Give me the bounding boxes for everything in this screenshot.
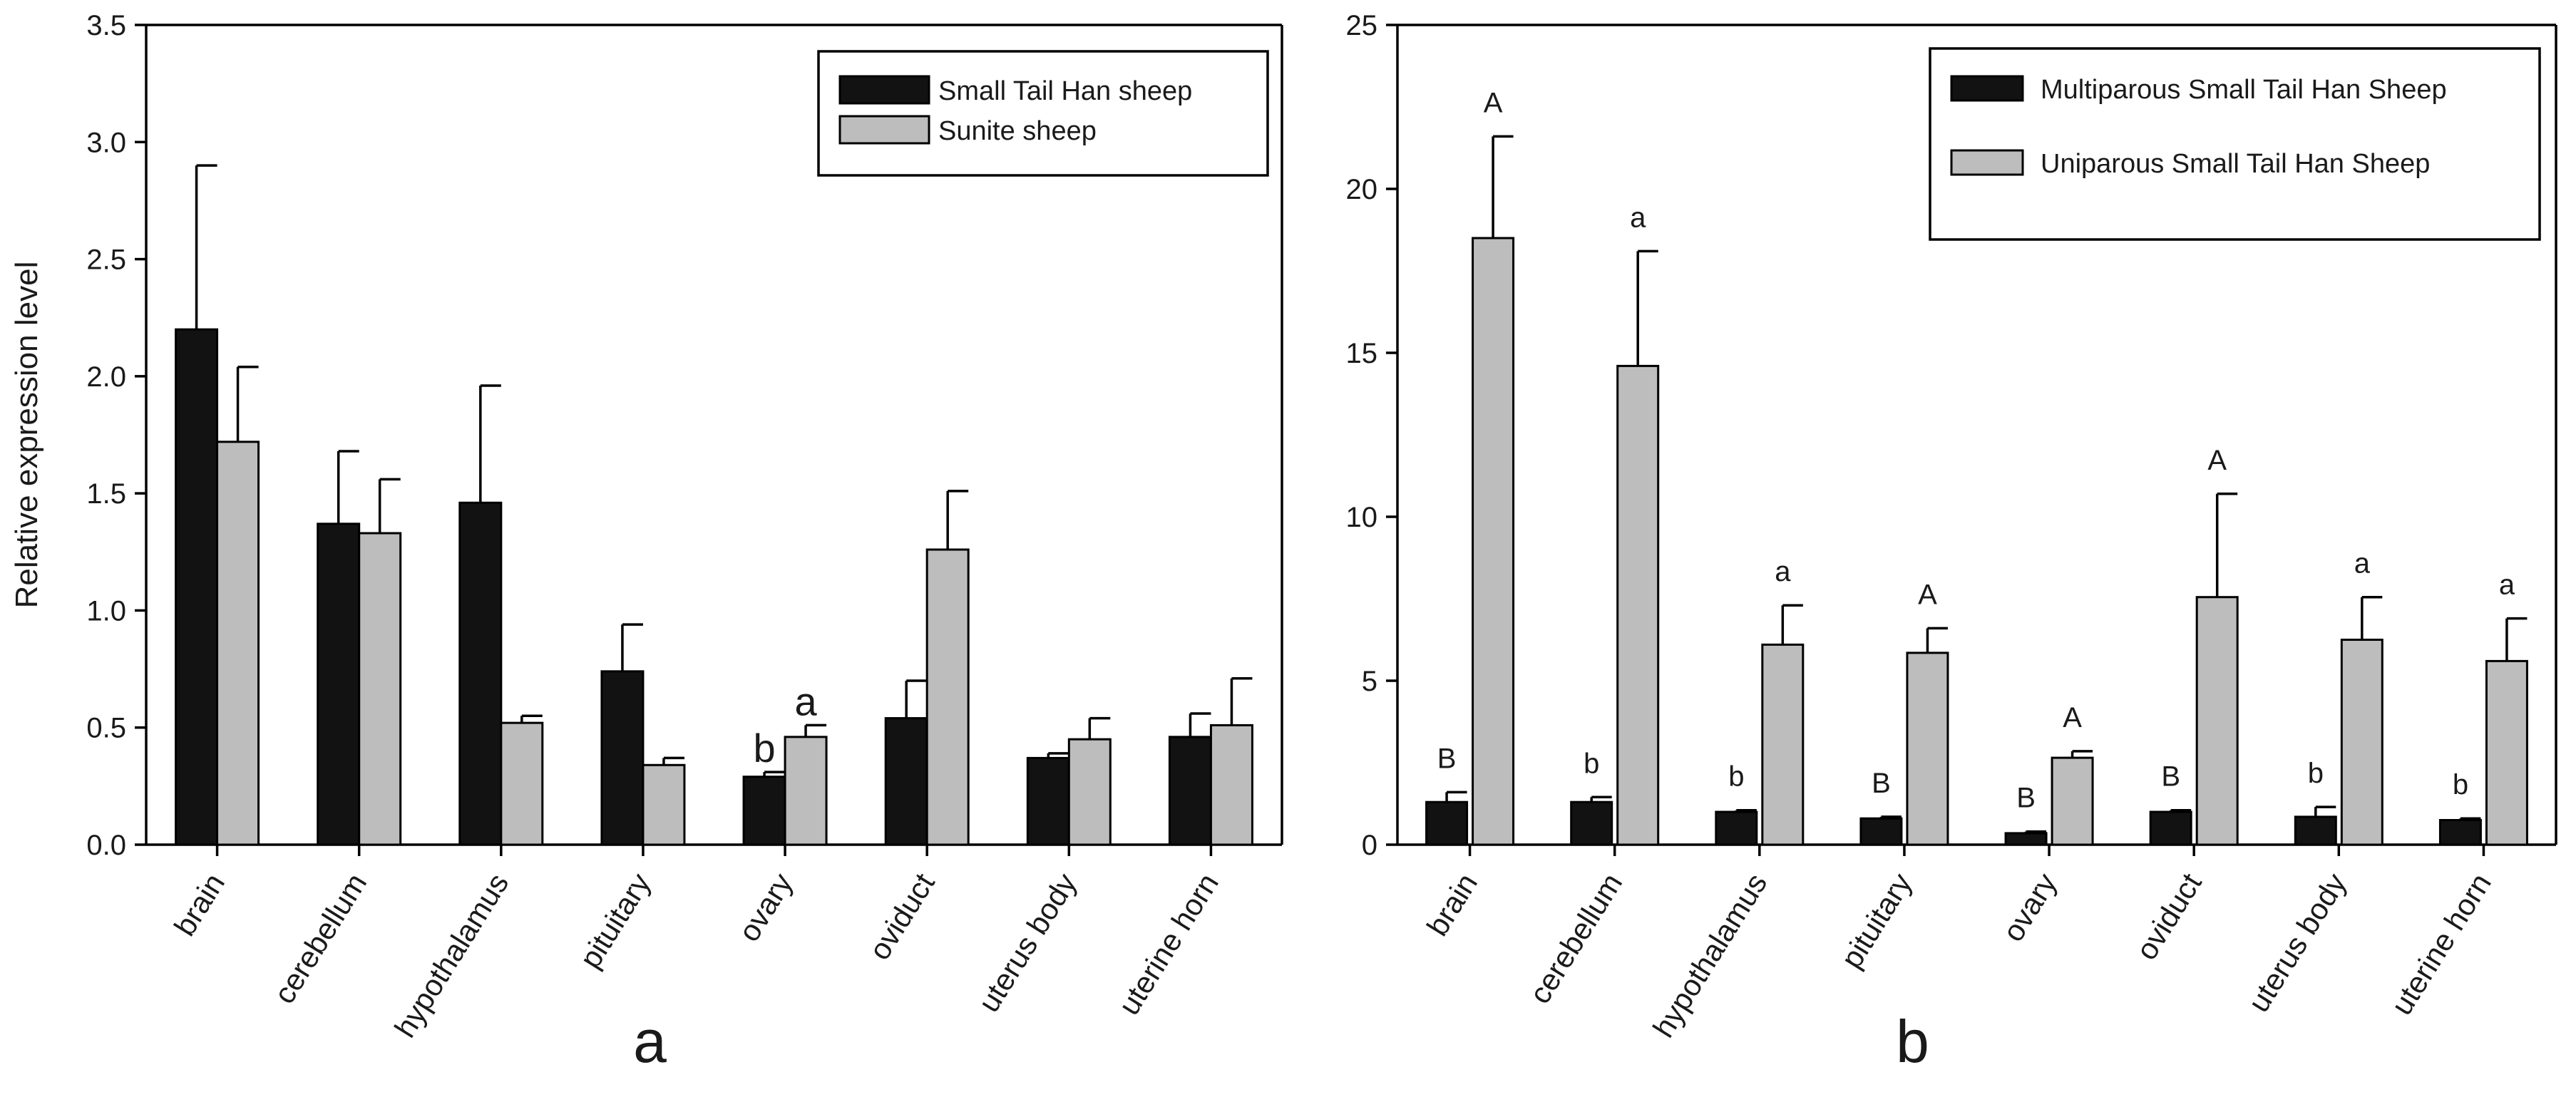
y-tick-label-a-4: 2.0: [86, 361, 126, 393]
legend-swatch-a-s1: [838, 115, 930, 145]
x-tick-label-b-ovary: ovary: [1996, 867, 2063, 947]
bar-b-s0-hypothalamus: [1715, 810, 1758, 846]
x-tick-label-a-brain: brain: [168, 867, 231, 942]
bar-a-s0-uterus-body: [1026, 756, 1070, 846]
bar-a-s1-brain: [216, 441, 260, 846]
legend-label-a-s0: Small Tail Han sheep: [938, 76, 1192, 106]
bar-a-s1-hypothalamus: [500, 721, 544, 846]
significance-label-b-s1-uterus-body: a: [2354, 548, 2371, 580]
y-tick-label-b-2: 10: [1346, 502, 1378, 533]
legend-box-b: [1929, 47, 2541, 241]
y-tick-label-b-4: 20: [1346, 174, 1378, 205]
significance-label-a-s1-ovary: a: [794, 679, 817, 723]
bar-b-s1-uterine-horn: [2485, 659, 2528, 846]
x-tick-label-b-uterine-horn: uterine horn: [2384, 867, 2498, 1021]
legend-label-a-s1: Sunite sheep: [938, 116, 1097, 146]
bar-b-s1-hypothalamus: [1761, 643, 1805, 846]
significance-label-b-s0-oviduct: B: [2161, 761, 2180, 793]
significance-label-a-s0-ovary: b: [753, 726, 775, 771]
x-tick-label-a-cerebellum: cerebellum: [267, 867, 374, 1009]
x-tick-label-a-uterine-horn: uterine horn: [1112, 867, 1225, 1021]
significance-label-b-s0-hypothalamus: b: [1728, 761, 1744, 793]
legend-label-b-s0: Multiparous Small Tail Han Sheep: [2041, 75, 2447, 105]
legend-swatch-b-s1: [1950, 149, 2024, 176]
significance-label-b-s1-pituitary: A: [1918, 579, 1937, 610]
bar-a-s1-uterine-horn: [1209, 723, 1253, 846]
y-tick-label-a-7: 3.5: [86, 10, 126, 41]
bar-b-s0-uterus-body: [2294, 815, 2337, 846]
legend-box-a: [817, 50, 1269, 177]
y-tick-label-a-5: 2.5: [86, 244, 126, 276]
x-tick-label-a-uterus-body: uterus body: [972, 867, 1083, 1018]
bar-a-s1-pituitary: [642, 763, 686, 846]
y-tick-label-a-3: 1.5: [86, 478, 126, 510]
bar-b-s0-cerebellum: [1570, 800, 1613, 846]
bar-b-s0-uterine-horn: [2438, 819, 2482, 846]
bar-b-s0-brain: [1425, 800, 1469, 846]
y-tick-label-a-6: 3.0: [86, 127, 126, 158]
bar-a-s1-cerebellum: [358, 532, 402, 846]
significance-label-b-s0-cerebellum: b: [1584, 748, 1599, 779]
x-tick-label-b-brain: brain: [1420, 867, 1484, 942]
significance-label-b-s0-uterine-horn: b: [2453, 769, 2468, 800]
x-tick-label-a-hypothalamus: hypothalamus: [388, 867, 515, 1044]
bar-a-s0-ovary: [742, 776, 786, 846]
bar-a-s0-oviduct: [884, 717, 928, 846]
significance-label-b-s1-cerebellum: a: [1630, 202, 1646, 233]
bar-b-s0-pituitary: [1859, 817, 1903, 846]
bar-b-s1-cerebellum: [1616, 364, 1660, 846]
significance-label-b-s0-uterus-body: b: [2308, 758, 2324, 789]
bar-a-s0-uterine-horn: [1168, 736, 1212, 846]
bar-a-s0-hypothalamus: [458, 501, 503, 846]
y-tick-label-b-5: 25: [1346, 10, 1378, 41]
bar-b-s1-brain: [1472, 237, 1515, 846]
panel-label-a: a: [633, 1008, 667, 1075]
legend-swatch-b-s0: [1950, 75, 2024, 102]
x-tick-label-b-oviduct: oviduct: [2129, 867, 2208, 966]
bar-a-s1-ovary: [784, 736, 828, 846]
bar-b-s1-ovary: [2051, 756, 2094, 846]
panel-label-b: b: [1896, 1008, 1929, 1075]
legend-swatch-a-s0: [838, 75, 930, 105]
x-tick-label-b-hypothalamus: hypothalamus: [1646, 867, 1773, 1044]
bar-b-s1-oviduct: [2195, 596, 2239, 846]
legend-label-b-s1: Uniparous Small Tail Han Sheep: [2041, 149, 2430, 179]
bar-a-s1-oviduct: [925, 548, 970, 846]
y-tick-label-a-0: 0.0: [86, 830, 126, 861]
y-tick-label-b-0: 0: [1362, 830, 1377, 861]
x-tick-label-b-uterus-body: uterus body: [2242, 867, 2353, 1018]
y-tick-label-b-1: 5: [1362, 666, 1377, 697]
significance-label-b-s0-brain: B: [1437, 743, 1457, 774]
bar-a-s0-pituitary: [600, 670, 645, 846]
significance-label-b-s1-brain: A: [1484, 87, 1503, 118]
significance-label-b-s1-uterine-horn: a: [2499, 570, 2515, 601]
x-tick-label-a-oviduct: oviduct: [862, 867, 941, 966]
x-tick-label-a-pituitary: pituitary: [573, 867, 657, 974]
bar-b-s1-pituitary: [1906, 651, 1949, 846]
x-tick-label-a-ovary: ovary: [732, 867, 799, 947]
x-tick-label-b-pituitary: pituitary: [1834, 867, 1919, 974]
significance-label-b-s1-ovary: A: [2063, 702, 2082, 733]
bar-a-s0-brain: [175, 328, 219, 846]
significance-label-b-s1-oviduct: A: [2207, 445, 2227, 476]
bar-a-s0-cerebellum: [317, 522, 361, 846]
significance-label-b-s0-ovary: B: [2016, 783, 2036, 814]
bar-a-s1-uterus-body: [1067, 738, 1112, 846]
y-tick-label-a-2: 1.0: [86, 595, 126, 627]
y-axis-label-a: Relative expression level: [9, 262, 44, 609]
bar-b-s0-ovary: [2004, 832, 2048, 846]
significance-label-b-s1-hypothalamus: a: [1775, 556, 1791, 587]
significance-label-b-s0-pituitary: B: [1872, 768, 1891, 799]
y-tick-label-a-1: 0.5: [86, 713, 126, 744]
x-tick-label-b-cerebellum: cerebellum: [1523, 867, 1629, 1009]
bar-b-s1-uterus-body: [2340, 639, 2383, 846]
chart-panel-a: 0.0 0.5 1.0 1.5 2.0 2.5 3.0 3.5 Relative express…: [9, 10, 1283, 1075]
bar-b-s0-oviduct: [2149, 810, 2192, 846]
y-tick-label-b-3: 15: [1346, 338, 1378, 369]
